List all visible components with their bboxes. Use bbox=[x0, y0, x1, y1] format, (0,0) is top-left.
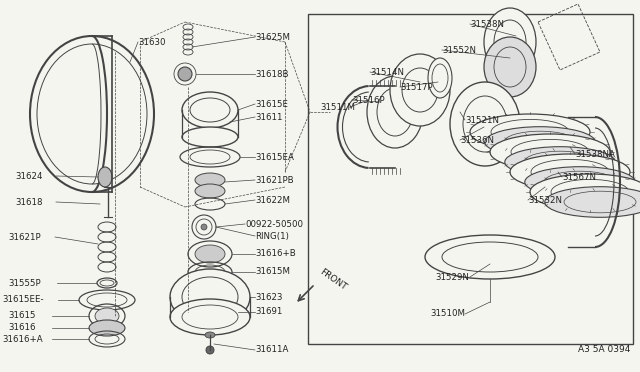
Text: 31616: 31616 bbox=[8, 324, 35, 333]
Ellipse shape bbox=[30, 36, 154, 192]
Ellipse shape bbox=[545, 187, 640, 217]
Text: 31615M: 31615M bbox=[255, 267, 290, 276]
Ellipse shape bbox=[205, 332, 215, 338]
Circle shape bbox=[201, 224, 207, 230]
Ellipse shape bbox=[170, 299, 250, 335]
Text: 31615E: 31615E bbox=[255, 99, 288, 109]
Text: 31516P: 31516P bbox=[352, 96, 385, 105]
Ellipse shape bbox=[182, 127, 238, 147]
Ellipse shape bbox=[195, 173, 225, 187]
Ellipse shape bbox=[98, 167, 112, 187]
Ellipse shape bbox=[182, 92, 238, 128]
Text: 31510M: 31510M bbox=[430, 310, 465, 318]
Text: 31536N: 31536N bbox=[460, 135, 494, 144]
Text: 31611: 31611 bbox=[255, 112, 282, 122]
Ellipse shape bbox=[89, 320, 125, 336]
Ellipse shape bbox=[170, 269, 250, 325]
Ellipse shape bbox=[390, 54, 450, 126]
Text: 31623: 31623 bbox=[255, 292, 282, 301]
Circle shape bbox=[455, 103, 465, 113]
Ellipse shape bbox=[510, 154, 630, 190]
Ellipse shape bbox=[425, 235, 555, 279]
Text: 31521N: 31521N bbox=[465, 115, 499, 125]
Text: 31616+A: 31616+A bbox=[2, 334, 43, 343]
Text: 00922-50500: 00922-50500 bbox=[245, 219, 303, 228]
Ellipse shape bbox=[505, 147, 615, 177]
Text: 31567N: 31567N bbox=[562, 173, 596, 182]
Text: 31618: 31618 bbox=[15, 198, 42, 206]
Text: 31514N: 31514N bbox=[370, 67, 404, 77]
Text: RING(1): RING(1) bbox=[255, 231, 289, 241]
Text: 31552N: 31552N bbox=[442, 45, 476, 55]
Ellipse shape bbox=[490, 134, 610, 170]
Ellipse shape bbox=[484, 127, 595, 157]
Text: FRONT: FRONT bbox=[318, 267, 348, 292]
Text: 31532N: 31532N bbox=[528, 196, 562, 205]
Text: 31625M: 31625M bbox=[255, 32, 290, 42]
Text: 31538N: 31538N bbox=[470, 19, 504, 29]
Ellipse shape bbox=[525, 167, 635, 197]
Ellipse shape bbox=[484, 37, 536, 97]
Text: 31615: 31615 bbox=[8, 311, 35, 321]
Text: 31624: 31624 bbox=[15, 171, 42, 180]
Ellipse shape bbox=[195, 245, 225, 263]
Text: 31511M: 31511M bbox=[320, 103, 355, 112]
Ellipse shape bbox=[530, 174, 640, 210]
Circle shape bbox=[178, 67, 192, 81]
Text: 31538NA: 31538NA bbox=[575, 150, 615, 158]
Text: 31618B: 31618B bbox=[255, 70, 289, 78]
Text: 31621P: 31621P bbox=[8, 232, 40, 241]
Text: 31529N: 31529N bbox=[435, 273, 469, 282]
Text: A3 5A 0394: A3 5A 0394 bbox=[578, 345, 630, 354]
Ellipse shape bbox=[484, 8, 536, 76]
Text: 31611A: 31611A bbox=[255, 346, 289, 355]
Ellipse shape bbox=[450, 82, 520, 166]
Text: 31615EA: 31615EA bbox=[255, 153, 294, 161]
Ellipse shape bbox=[367, 76, 423, 148]
Bar bbox=[308, 14, 633, 344]
Ellipse shape bbox=[188, 241, 232, 267]
Ellipse shape bbox=[195, 184, 225, 198]
Ellipse shape bbox=[428, 58, 452, 98]
Text: 31555P: 31555P bbox=[8, 279, 40, 288]
Ellipse shape bbox=[470, 114, 590, 150]
Ellipse shape bbox=[206, 346, 214, 354]
Text: 31616+B: 31616+B bbox=[255, 250, 296, 259]
Text: 31517P: 31517P bbox=[400, 83, 433, 92]
Text: 31621PB: 31621PB bbox=[255, 176, 294, 185]
Text: 31622M: 31622M bbox=[255, 196, 290, 205]
Text: 31615EE-: 31615EE- bbox=[2, 295, 44, 305]
Text: 31691: 31691 bbox=[255, 308, 282, 317]
Ellipse shape bbox=[95, 308, 119, 324]
Text: 31630: 31630 bbox=[138, 38, 166, 46]
